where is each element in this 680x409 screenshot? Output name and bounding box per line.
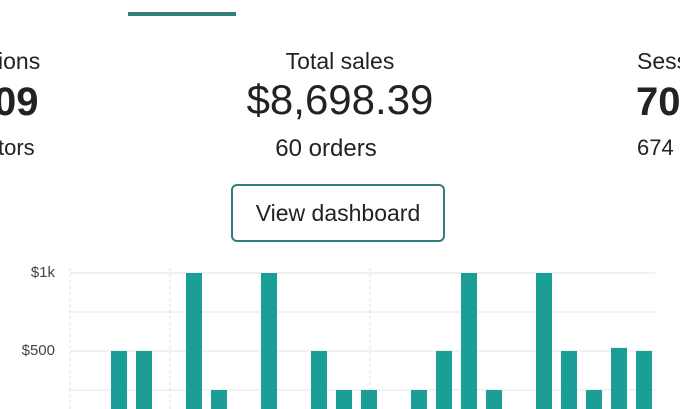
bar [461,273,477,409]
bar [561,351,577,409]
stat-label: ions [0,48,41,74]
y-tick-label: $500 [22,342,55,359]
bar [411,390,427,409]
bar [336,390,352,409]
bar [311,351,327,409]
stat-value: 70 [636,80,680,124]
bar [586,390,602,409]
bar [211,390,227,409]
y-tick-label: $1k [31,264,56,281]
view-dashboard-button[interactable]: View dashboard [231,184,445,242]
tab-indicator [128,12,236,16]
bar [536,273,552,409]
bar [136,351,152,409]
stat-sub: 674 [637,135,674,160]
bar [436,351,452,409]
stat-value: 09 [0,80,39,124]
bar [636,351,652,409]
stat-value: $8,698.39 [246,76,434,123]
bar [361,390,377,409]
stat-label: Sess [637,48,680,74]
stat-label: Total sales [285,48,395,74]
stat-sub: 60 orders [275,135,377,162]
bar [111,351,127,409]
bar [486,390,502,409]
bar [611,347,627,409]
bar [186,273,202,409]
bar [261,273,277,409]
stat-sub: tors [0,135,35,160]
